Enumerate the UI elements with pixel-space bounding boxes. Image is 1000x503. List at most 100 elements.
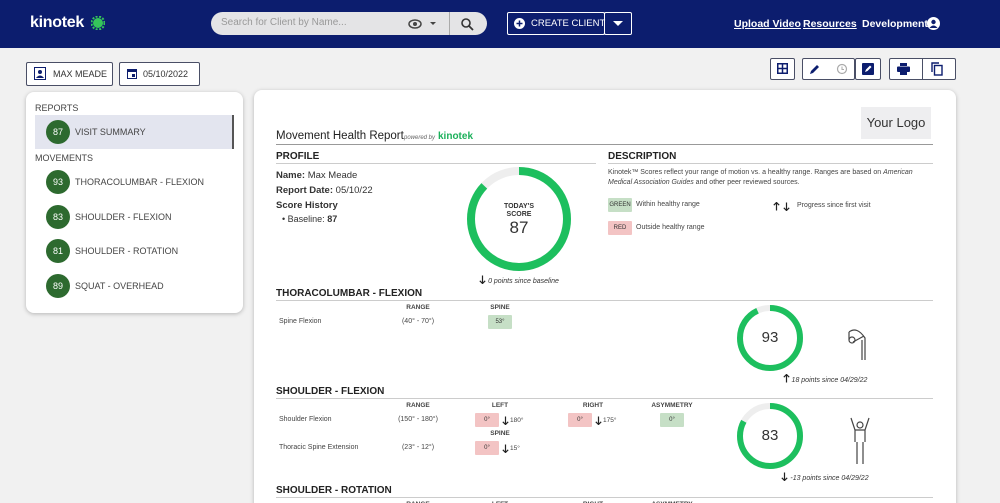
sidebar-item[interactable]: 81 SHOULDER - ROTATION xyxy=(35,234,234,268)
search-box[interactable] xyxy=(211,12,487,35)
arrow-shape xyxy=(595,416,602,425)
report-card xyxy=(254,90,956,503)
history-label: Score History xyxy=(276,200,338,211)
change-text: -13 points since 04/29/22 xyxy=(790,475,869,482)
search-button[interactable] xyxy=(460,17,474,31)
gauge-ring xyxy=(467,167,571,271)
user-name[interactable]: Development xyxy=(862,18,928,30)
figure-body xyxy=(848,329,866,360)
label: Report Date: xyxy=(276,185,334,196)
progress-legend: Progress since first visit xyxy=(797,202,871,209)
row-name: Thoracic Spine Extension xyxy=(279,444,359,451)
title-rule xyxy=(276,144,933,145)
section-rule xyxy=(276,398,933,399)
previous-value: 180° xyxy=(510,417,524,424)
arrow-shape xyxy=(502,444,509,453)
profile-heading: PROFILE xyxy=(276,151,320,162)
value-cell: 53° xyxy=(488,315,512,329)
previous-value: 175° xyxy=(603,417,617,424)
gauge-ring xyxy=(737,403,803,469)
sidebar-item[interactable]: 93 THORACOLUMBAR - FLEXION xyxy=(35,165,234,199)
nav-link[interactable]: Resources xyxy=(803,18,857,30)
profile-name: Name: Max Meade xyxy=(276,170,357,181)
arrow-shape xyxy=(783,202,790,211)
sidebar-item[interactable]: 87 VISIT SUMMARY xyxy=(35,115,234,149)
value: Max Meade xyxy=(307,170,358,181)
reports-heading: REPORTS xyxy=(35,103,79,113)
item-label: SQUAT - OVERHEAD xyxy=(75,280,164,291)
column-header: ASYMMETRY xyxy=(632,501,712,503)
gauge-label: TODAY'S SCORE xyxy=(503,203,535,218)
change-text: 18 points since 04/29/22 xyxy=(791,377,868,384)
arrow-shape xyxy=(782,373,790,383)
gauge-ring xyxy=(737,305,803,371)
profile-date: Report Date: 05/10/22 xyxy=(276,185,373,196)
value-cell: 0° xyxy=(568,413,592,427)
print-icon[interactable] xyxy=(897,63,910,75)
edit-group xyxy=(802,58,855,80)
section-title: THORACOLUMBAR - FLEXION xyxy=(276,288,423,299)
row-range: (23° - 12°) xyxy=(401,444,435,451)
arrow-shape xyxy=(502,416,509,425)
sidebar-item[interactable]: 83 SHOULDER - FLEXION xyxy=(35,200,234,234)
movement-figure xyxy=(848,329,866,360)
nav-link[interactable]: Upload Video xyxy=(734,18,801,30)
row-range: (150° - 180°) xyxy=(398,416,438,423)
figure-head xyxy=(856,421,864,429)
client-button[interactable] xyxy=(26,62,113,86)
section-rule xyxy=(276,497,933,498)
score-badge: 81 xyxy=(46,239,70,264)
grid-icon xyxy=(777,63,788,74)
calendar-icon xyxy=(127,69,137,79)
section-gauge: 93 xyxy=(737,305,803,371)
value: 87 xyxy=(327,214,338,224)
score-badge: 87 xyxy=(46,120,70,144)
top-bar xyxy=(0,0,1000,48)
client-icon xyxy=(34,67,46,80)
arrow-shape xyxy=(781,472,788,482)
text: Kinotek™ Scores reflect your range of mo… xyxy=(608,169,884,176)
arrow-shape xyxy=(479,275,486,285)
logo-placeholder: Your Logo xyxy=(861,107,931,139)
score-change: 0 points since baseline xyxy=(469,275,569,285)
item-label: THORACOLUMBAR - FLEXION xyxy=(75,177,205,187)
brand: kinotek xyxy=(438,131,474,142)
rule xyxy=(276,163,596,164)
sidebar-list: REPORTS MOVEMENTS 87 VISIT SUMMARY 93 THORA… xyxy=(26,92,243,313)
search-placeholder: Search for Client by Name... xyxy=(221,17,347,28)
edit-icon[interactable] xyxy=(809,63,821,75)
trend-arrow xyxy=(773,202,780,211)
section-score: 93 xyxy=(761,329,779,346)
row-name: Spine Flexion xyxy=(279,318,322,325)
section-title: SHOULDER - ROTATION xyxy=(276,485,392,496)
change-text: 0 points since baseline xyxy=(488,278,559,285)
copy-icon[interactable] xyxy=(931,62,943,76)
history-icon[interactable] xyxy=(836,63,848,75)
gauge-arc xyxy=(737,403,803,469)
create-client-menu[interactable] xyxy=(604,12,632,35)
score-badge: 83 xyxy=(46,204,70,229)
gauge-arc xyxy=(467,167,571,271)
trend-arrow xyxy=(782,373,790,383)
logo[interactable]: kinotek xyxy=(30,14,84,31)
trend-arrow xyxy=(502,444,509,453)
figure-head xyxy=(848,336,856,344)
previous-value: 15° xyxy=(510,445,520,452)
user-icon[interactable] xyxy=(927,17,940,30)
label: Name: xyxy=(276,170,306,181)
divider xyxy=(922,58,923,80)
column-header: LEFT xyxy=(491,402,509,409)
sidebar-item[interactable]: 89 SQUAT - OVERHEAD xyxy=(35,269,234,303)
movement-figure xyxy=(850,417,870,464)
item-label: SHOULDER - FLEXION xyxy=(75,211,172,222)
section-score: 83 xyxy=(761,427,779,444)
figure-body xyxy=(850,417,870,464)
client-label: MAX MEADE xyxy=(53,69,108,79)
baseline: • Baseline: 87 xyxy=(282,214,338,224)
score-badge: 89 xyxy=(46,273,70,298)
trend-arrow xyxy=(502,416,509,425)
search-options[interactable] xyxy=(408,17,438,31)
caret xyxy=(613,21,623,26)
value-cell: 0° xyxy=(475,413,499,427)
